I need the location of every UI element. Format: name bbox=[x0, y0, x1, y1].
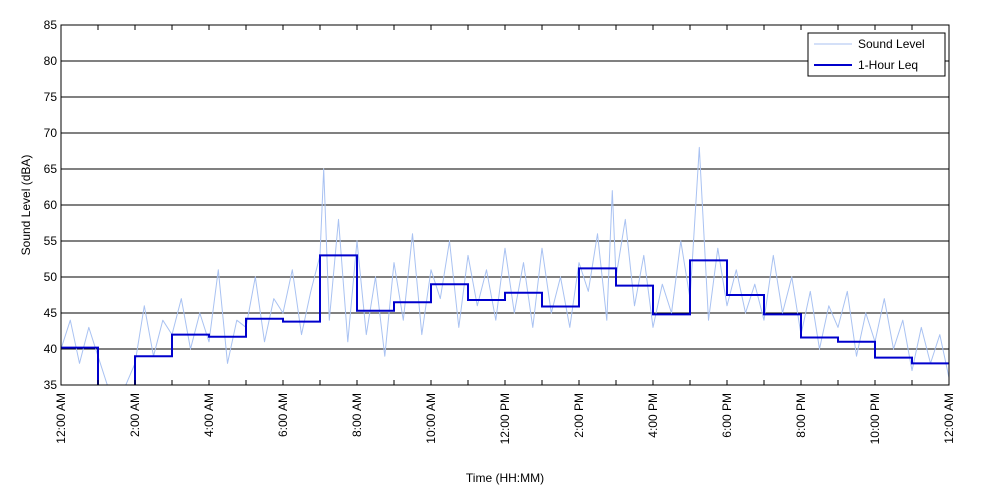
x-tick-label: 8:00 AM bbox=[350, 393, 364, 437]
x-axis-label: Time (HH:MM) bbox=[466, 471, 544, 485]
y-tick-label: 55 bbox=[44, 234, 58, 248]
y-tick-label: 85 bbox=[44, 18, 58, 32]
x-tick-label: 6:00 AM bbox=[276, 393, 290, 437]
legend: Sound Level 1-Hour Leq bbox=[807, 32, 946, 77]
legend-label-leq: 1-Hour Leq bbox=[858, 58, 918, 72]
y-axis-ticks: 35 40 45 50 55 60 65 70 75 80 85 bbox=[44, 18, 58, 392]
y-tick-label: 35 bbox=[44, 378, 58, 392]
x-tick-label: 12:00 AM bbox=[54, 393, 68, 444]
y-tick-label: 80 bbox=[44, 54, 58, 68]
series-layer bbox=[61, 146, 949, 385]
x-tick-label: 2:00 PM bbox=[572, 393, 586, 438]
y-tick-label: 65 bbox=[44, 162, 58, 176]
legend-label-sound-level: Sound Level bbox=[858, 37, 925, 51]
legend-box bbox=[807, 32, 946, 77]
x-tick-label: 6:00 PM bbox=[720, 393, 734, 438]
x-tick-label: 10:00 PM bbox=[868, 393, 882, 444]
x-tick-label: 4:00 PM bbox=[646, 393, 660, 438]
y-tick-label: 70 bbox=[44, 126, 58, 140]
x-tick-label: 4:00 AM bbox=[202, 393, 216, 437]
x-tick-label: 10:00 AM bbox=[424, 393, 438, 444]
y-tick-label: 60 bbox=[44, 198, 58, 212]
y-axis-label: Sound Level (dBA) bbox=[19, 155, 33, 256]
x-tick-label: 2:00 AM bbox=[128, 393, 142, 437]
x-tick-label: 12:00 PM bbox=[498, 393, 512, 444]
y-tick-label: 45 bbox=[44, 306, 58, 320]
y-tick-label: 50 bbox=[44, 270, 58, 284]
y-tick-label: 40 bbox=[44, 342, 58, 356]
x-tick-label: 12:00 AM bbox=[942, 393, 956, 444]
x-axis-ticks: 12:00 AM 2:00 AM 4:00 AM 6:00 AM 8:00 AM 10:0… bbox=[54, 25, 956, 444]
x-tick-label: 8:00 PM bbox=[794, 393, 808, 438]
y-tick-label: 75 bbox=[44, 90, 58, 104]
series-1-hour-leq bbox=[61, 254, 949, 385]
